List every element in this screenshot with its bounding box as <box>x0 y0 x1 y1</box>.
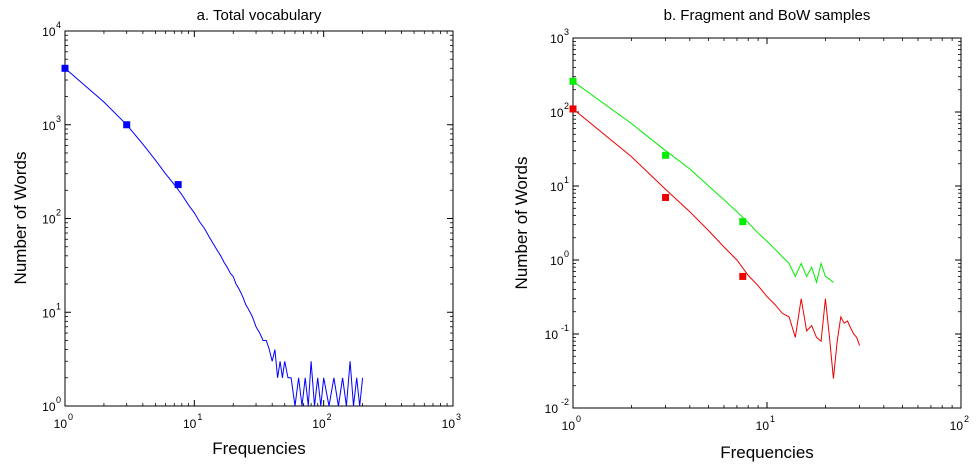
plot-area-b <box>572 37 962 409</box>
y-tick-exponent: -1 <box>561 323 569 333</box>
x-tick-base: 10 <box>442 417 456 431</box>
y-tick-base: 10 <box>42 306 56 320</box>
y-tick-base: 10 <box>550 32 564 46</box>
y-tick-exponent: -2 <box>561 397 569 407</box>
y-tick-exponent: 3 <box>56 114 61 124</box>
y-tick-exponent: 2 <box>564 101 569 111</box>
data-point-a-1 <box>123 121 131 129</box>
x-tick-label-b: 10 0 <box>562 414 581 433</box>
series-line-a-0 <box>64 67 364 407</box>
y-tick-exponent: 3 <box>564 27 569 37</box>
y-tick-label-a: 010 <box>42 395 61 414</box>
x-tick-label-b: 10 2 <box>950 414 969 433</box>
x-tick-base: 10 <box>562 419 576 433</box>
x-axis-label-b: Frequencies <box>720 443 814 462</box>
y-tick-base: 10 <box>42 400 56 414</box>
x-tick-base: 10 <box>950 419 964 433</box>
data-point-b-2 <box>569 77 577 85</box>
x-tick-label-a: 10 2 <box>312 412 331 431</box>
x-tick-exponent: 1 <box>770 414 775 424</box>
series-line-b-0 <box>572 80 834 285</box>
y-tick-base: 10 <box>550 106 564 120</box>
x-tick-label-a: 10 1 <box>183 412 202 431</box>
y-tick-label-b: -110 <box>545 323 569 342</box>
y-tick-base: 10 <box>42 119 56 133</box>
x-tick-base: 10 <box>312 417 326 431</box>
x-tick-base: 10 <box>54 417 68 431</box>
y-tick-label-a: 410 <box>42 20 61 39</box>
chart-title-b: b. Fragment and BoW samples <box>664 7 871 24</box>
series-line-b-1 <box>572 108 861 379</box>
x-tick-label-a: 10 3 <box>442 412 461 431</box>
chart-title-a: a. Total vocabulary <box>197 7 322 24</box>
y-tick-base: 10 <box>550 180 564 194</box>
y-tick-base: 10 <box>550 254 564 268</box>
y-tick-label-b: -210 <box>545 397 569 416</box>
x-tick-label-b: 10 1 <box>756 414 775 433</box>
y-tick-exponent: 4 <box>56 20 61 30</box>
y-tick-label-b: 010 <box>550 249 569 268</box>
series-a <box>61 64 364 407</box>
x-axis-label-a: Frequencies <box>212 439 306 458</box>
y-tick-base: 10 <box>545 402 559 416</box>
y-tick-label-b: 210 <box>550 101 569 120</box>
y-tick-exponent: 0 <box>564 249 569 259</box>
x-tick-exponent: 2 <box>327 412 332 422</box>
x-tick-label-a: 10 0 <box>54 412 73 431</box>
data-point-b-3 <box>739 272 747 280</box>
y-tick-label-b: 110 <box>550 175 569 194</box>
data-point-b-2 <box>662 151 670 159</box>
y-tick-label-b: 310 <box>550 27 569 46</box>
y-tick-base: 10 <box>42 25 56 39</box>
y-tick-exponent: 1 <box>564 175 569 185</box>
x-tick-exponent: 0 <box>68 412 73 422</box>
data-point-b-3 <box>569 105 577 113</box>
y-tick-label-a: 310 <box>42 114 61 133</box>
chart-panel-a: a. Total vocabulary 10 0 10 1 10 2 10 301011021… <box>11 7 461 458</box>
data-point-a-1 <box>174 181 182 189</box>
data-point-b-3 <box>662 193 670 201</box>
x-tick-exponent: 2 <box>964 414 969 424</box>
y-tick-exponent: 1 <box>56 301 61 311</box>
y-axis-label-a: Number of Words <box>11 152 30 285</box>
y-tick-label-a: 210 <box>42 208 61 227</box>
chart-panel-b: b. Fragment and BoW samples 10 0 10 1 10 2-21… <box>512 7 969 462</box>
x-tick-exponent: 3 <box>456 412 461 422</box>
x-tick-base: 10 <box>183 417 197 431</box>
data-point-a-1 <box>61 64 69 72</box>
x-tick-exponent: 0 <box>576 414 581 424</box>
y-tick-exponent: 0 <box>56 395 61 405</box>
series-b <box>569 77 861 379</box>
y-tick-label-a: 110 <box>42 301 61 320</box>
y-axis-label-b: Number of Words <box>512 157 531 290</box>
data-point-b-2 <box>739 218 747 226</box>
x-tick-exponent: 1 <box>197 412 202 422</box>
y-tick-base: 10 <box>545 328 559 342</box>
plot-area-a <box>64 30 454 407</box>
y-tick-exponent: 2 <box>56 208 61 218</box>
x-tick-base: 10 <box>756 419 770 433</box>
y-tick-base: 10 <box>42 213 56 227</box>
